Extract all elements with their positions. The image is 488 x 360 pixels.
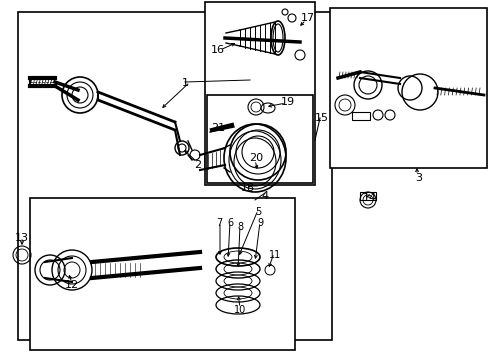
Text: 13: 13 bbox=[15, 233, 29, 243]
Text: 16: 16 bbox=[210, 45, 224, 55]
Text: 4: 4 bbox=[261, 191, 268, 201]
Bar bbox=[30, 198, 294, 350]
Text: 5: 5 bbox=[254, 207, 261, 217]
Text: 11: 11 bbox=[268, 250, 281, 260]
Text: 12: 12 bbox=[65, 280, 79, 290]
Bar bbox=[18, 12, 331, 340]
Text: 2: 2 bbox=[194, 160, 201, 170]
Bar bbox=[206, 95, 312, 183]
Text: 1: 1 bbox=[181, 78, 188, 88]
Text: 15: 15 bbox=[314, 113, 328, 123]
Text: 14: 14 bbox=[362, 193, 376, 203]
Text: 9: 9 bbox=[256, 218, 263, 228]
Text: 8: 8 bbox=[237, 222, 243, 232]
Text: 3: 3 bbox=[415, 173, 422, 183]
Bar bbox=[329, 8, 486, 168]
Bar bbox=[351, 112, 369, 120]
Bar bbox=[359, 192, 375, 200]
Text: 17: 17 bbox=[300, 13, 314, 23]
Text: 18: 18 bbox=[241, 183, 255, 193]
Text: 21: 21 bbox=[210, 123, 224, 133]
Text: 10: 10 bbox=[233, 305, 245, 315]
Text: 20: 20 bbox=[248, 153, 263, 163]
Text: 19: 19 bbox=[281, 97, 294, 107]
Text: 7: 7 bbox=[215, 218, 222, 228]
Text: 6: 6 bbox=[226, 218, 233, 228]
Bar bbox=[204, 2, 314, 185]
